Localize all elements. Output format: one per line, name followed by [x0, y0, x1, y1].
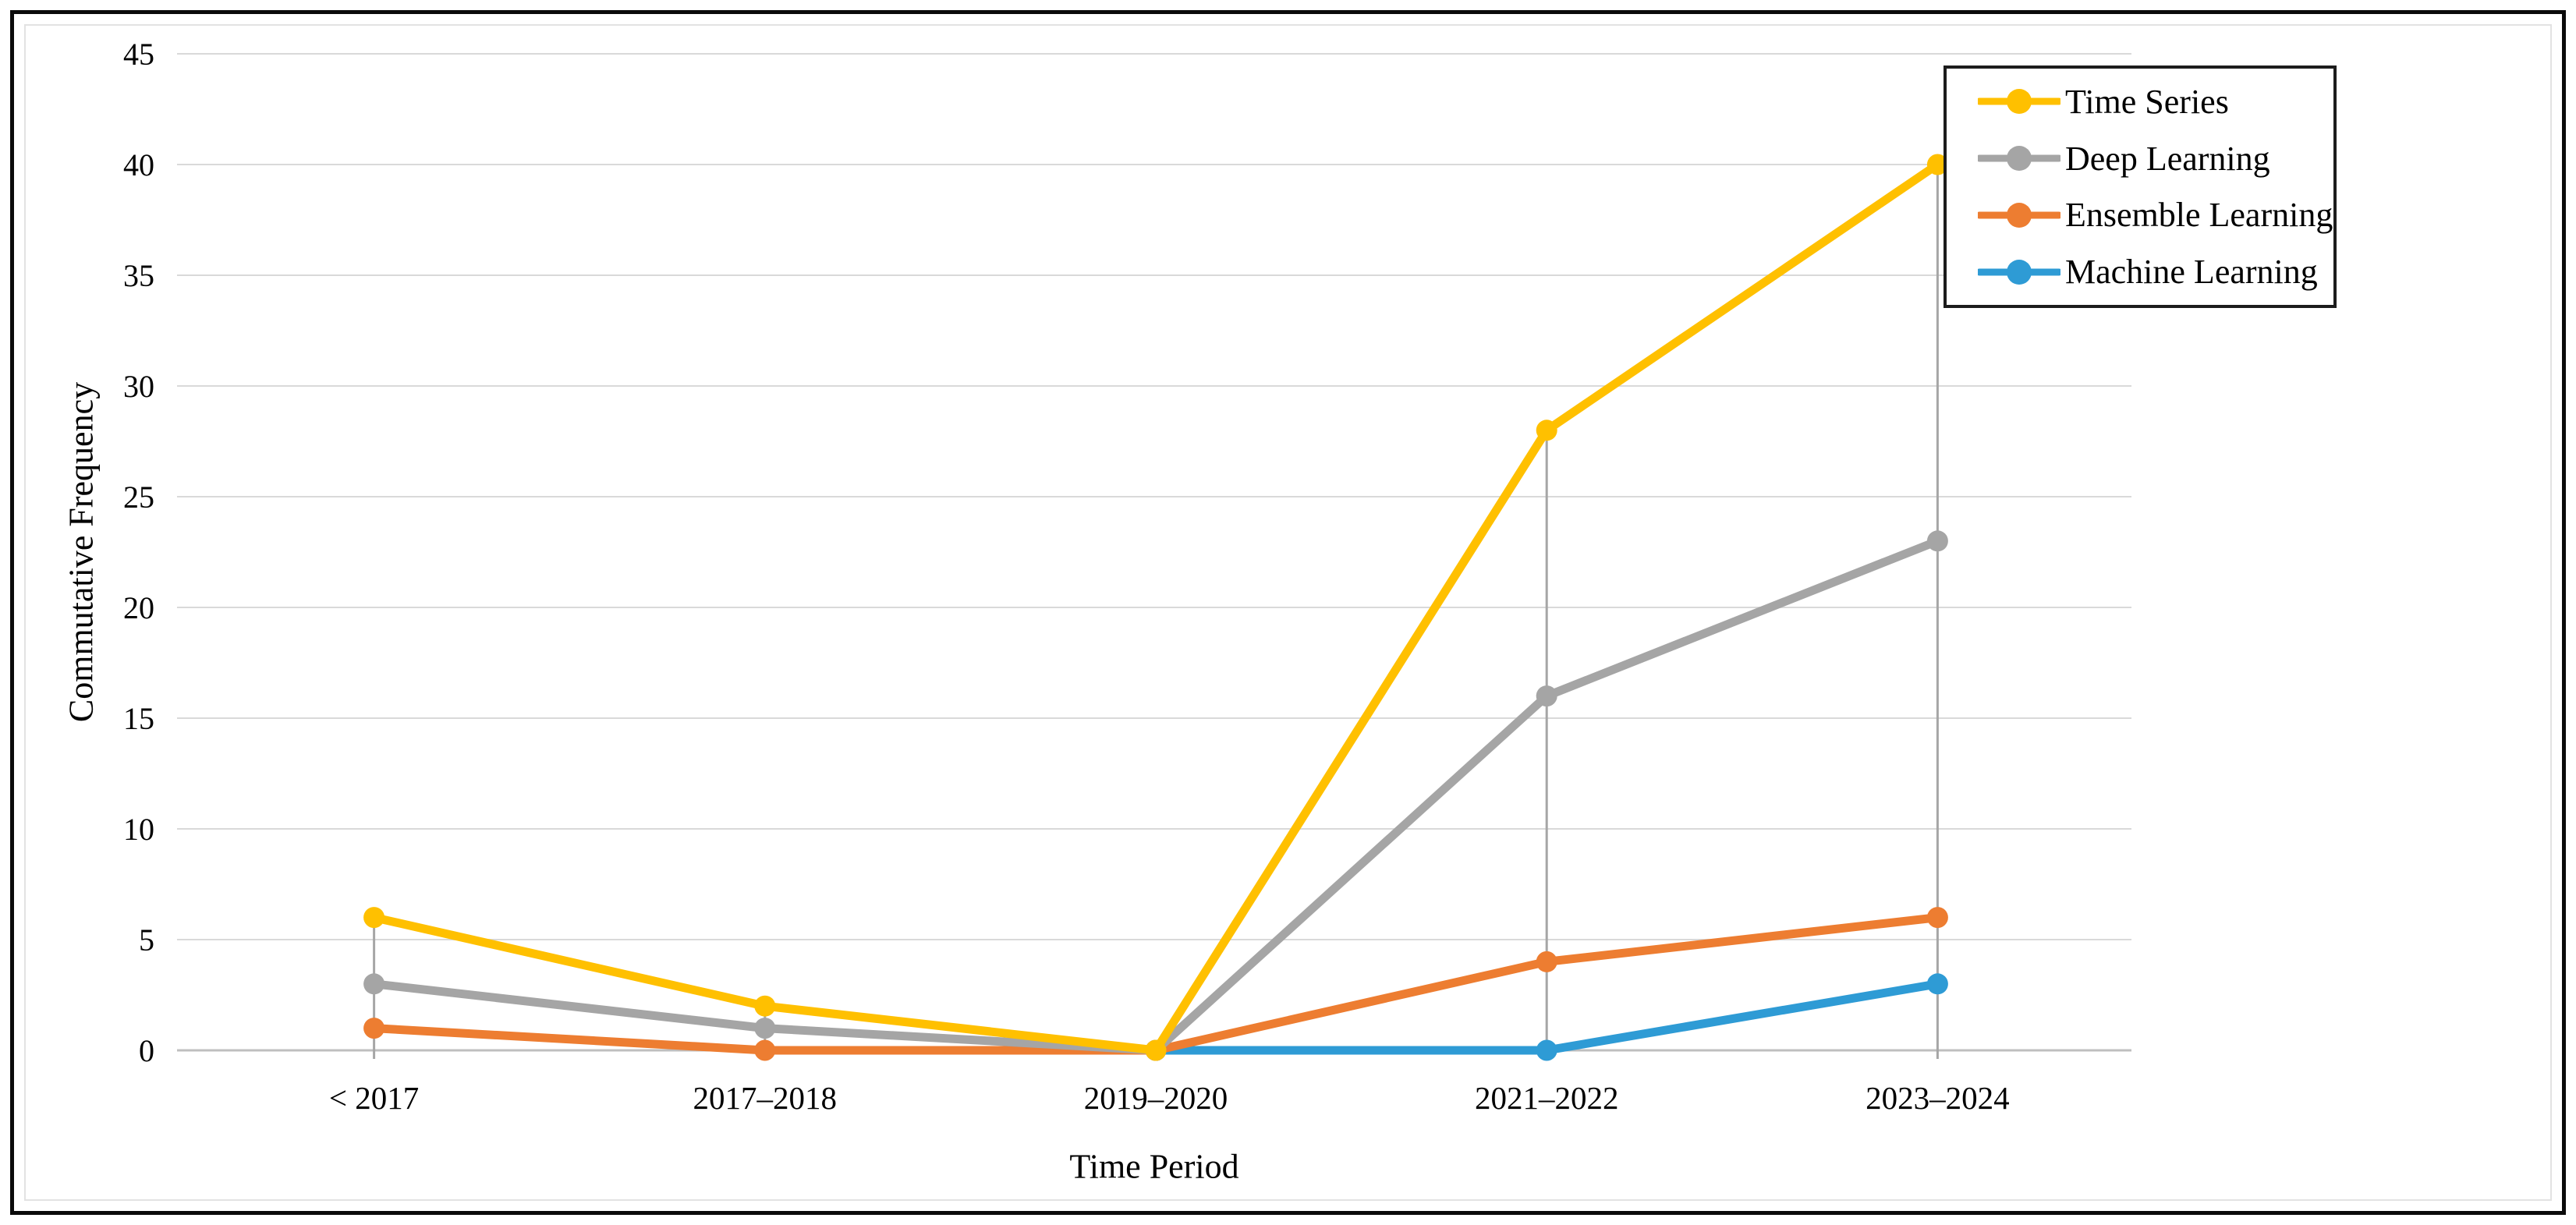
data-point-marker: [1926, 973, 1948, 995]
y-tick-label: 35: [123, 258, 154, 293]
series-line: [370, 913, 1942, 1055]
x-category-label: 2021–2022: [1475, 1080, 1619, 1116]
legend-label: Machine Learning: [2065, 253, 2318, 292]
legend-label: Deep Learning: [2065, 139, 2270, 178]
y-tick-label: 45: [123, 37, 154, 72]
data-point-marker: [754, 995, 776, 1017]
data-point-marker: [1536, 951, 1557, 972]
x-category-label: 2017–2018: [693, 1080, 838, 1116]
y-tick-label: 15: [123, 701, 154, 736]
y-tick-labels: 0 5 10 15 20 25 30 35 40 45: [123, 37, 154, 1068]
data-point-marker: [1926, 907, 1948, 929]
data-point-marker: [363, 973, 385, 995]
data-point-marker: [1536, 685, 1557, 707]
y-tick-label: 40: [123, 147, 154, 182]
legend-label: Ensemble Learning: [2065, 196, 2333, 235]
data-point-marker: [754, 1018, 776, 1039]
legend-marker: [1978, 89, 2060, 115]
series-time-series: [363, 154, 1948, 1061]
y-tick-label: 10: [123, 812, 154, 847]
legend-marker: [1978, 259, 2060, 285]
x-category-label: 2023–2024: [1866, 1080, 2010, 1116]
x-axis: < 2017 2017–2018 2019–2020 2021–2022 2023–20…: [329, 165, 2010, 1116]
gridlines: [177, 53, 2131, 1052]
legend: Time Series Deep Learning Ensemble Learnin…: [1944, 65, 2337, 308]
y-tick-label: 20: [123, 590, 154, 625]
data-point-marker: [363, 1018, 385, 1039]
y-tick-label: 5: [139, 922, 154, 958]
legend-item-time-series: Time Series: [1978, 82, 2333, 122]
legend-item-machine-learning: Machine Learning: [1978, 252, 2333, 292]
x-category-label: 2019–2020: [1084, 1080, 1228, 1116]
data-point-marker: [1536, 420, 1557, 441]
x-axis-title: Time Period: [1069, 1147, 1239, 1186]
data-point-marker: [1926, 154, 1948, 175]
data-point-marker: [754, 1039, 776, 1061]
data-point-marker: [1926, 530, 1948, 552]
y-axis-title: Commutative Frequency: [62, 381, 101, 723]
series-ensemble-learning: [363, 907, 1948, 1061]
x-category-label: < 2017: [329, 1080, 419, 1116]
y-tick-label: 25: [123, 480, 154, 515]
y-tick-label: 30: [123, 369, 154, 404]
legend-marker: [1978, 202, 2060, 228]
data-point-marker: [1536, 1039, 1557, 1061]
legend-label: Time Series: [2065, 82, 2229, 121]
legend-item-ensemble-learning: Ensemble Learning: [1978, 195, 2333, 235]
y-tick-label: 0: [139, 1033, 154, 1068]
legend-item-deep-learning: Deep Learning: [1978, 139, 2333, 179]
series-deep-learning: [363, 530, 1948, 1061]
data-point-marker: [363, 907, 385, 929]
data-point-marker: [1145, 1039, 1167, 1061]
legend-marker: [1978, 146, 2060, 172]
